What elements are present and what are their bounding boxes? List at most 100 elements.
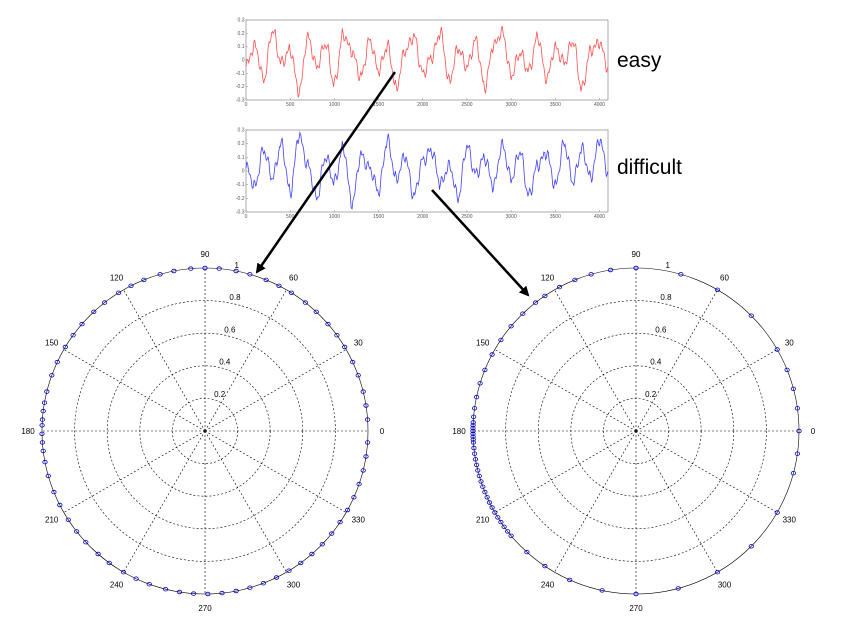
phase-data-point: [633, 265, 639, 271]
phase-data-point: [102, 300, 108, 305]
phase-data-point: [480, 484, 486, 489]
phase-data-point: [471, 445, 477, 451]
phase-data-point: [748, 544, 754, 549]
phase-data-point: [470, 426, 476, 431]
x-tick-label: 1000: [329, 102, 340, 108]
angle-tick-label: 330: [783, 516, 797, 525]
phase-data-point: [796, 428, 802, 434]
angle-tick-label: 90: [201, 250, 210, 259]
phase-data-point: [44, 389, 50, 394]
phase-data-point: [319, 542, 325, 547]
phase-data-point: [65, 517, 71, 522]
phase-data-point: [188, 266, 194, 271]
angle-tick-label: 300: [718, 580, 732, 589]
radial-grid-ring: [472, 267, 800, 595]
phase-data-point: [39, 423, 45, 428]
y-tick-label: -0.2: [236, 84, 245, 90]
angle-tick-label: 270: [629, 604, 643, 613]
radius-tick-label: 0.2: [645, 390, 657, 399]
phase-data-point: [784, 367, 790, 373]
angle-tick-label: 30: [354, 339, 363, 348]
angle-tick-label: 60: [720, 274, 729, 283]
phase-data-point: [498, 519, 504, 525]
phase-data-point: [532, 300, 539, 305]
phase-data-point: [774, 347, 780, 352]
radius-tick-label: 0.8: [660, 293, 672, 302]
phase-data-point: [470, 428, 476, 434]
phase-data-point: [344, 507, 351, 513]
radial-grid-ring: [74, 300, 336, 562]
phase-data-point: [273, 575, 280, 580]
phase-data-point: [774, 510, 780, 515]
phase-data-point: [106, 560, 112, 566]
phase-data-point: [83, 540, 89, 545]
angle-tick-label: 300: [287, 580, 301, 589]
y-tick-label: 0: [242, 169, 245, 175]
angular-grid-spoke: [204, 430, 347, 513]
waveform-trace: [245, 131, 609, 210]
phase-data-point: [790, 471, 797, 476]
phase-data-point: [41, 400, 48, 405]
angle-tick-label: 120: [541, 274, 555, 283]
angular-grid-spoke: [635, 430, 778, 513]
phase-data-point: [363, 454, 369, 459]
phase-data-point: [489, 505, 495, 510]
angular-grid-spoke: [63, 430, 206, 513]
easy-polar-plot: 0 30 60 90 120 150 180 210 240 270 300 330 0.2 0.4 0.6…: [21, 250, 384, 613]
phase-data-point: [298, 560, 304, 566]
y-tick-label: -0.1: [236, 182, 245, 188]
angular-grid-spoke: [635, 430, 718, 573]
phase-data-point: [171, 268, 177, 274]
phase-data-point: [355, 373, 361, 378]
easy-waveform-chart: 0 500 1000 1500 2000 2500 3000 3500 4000 0.3 0.2 0.…: [236, 18, 609, 108]
phase-data-point: [276, 283, 282, 288]
y-tick-label: 0.3: [238, 128, 245, 134]
phase-data-point: [233, 588, 239, 594]
angular-grid-spoke: [494, 349, 637, 432]
angle-tick-label: 60: [289, 274, 298, 283]
phase-data-point: [542, 293, 548, 299]
phase-data-point: [588, 272, 594, 277]
phase-data-point: [51, 489, 57, 495]
angle-tick-label: 90: [632, 250, 641, 259]
phase-data-point: [470, 420, 476, 425]
angle-tick-label: 210: [45, 516, 59, 525]
y-tick-label: 0: [242, 58, 245, 64]
phase-data-point: [356, 481, 362, 487]
y-tick-label: -0.2: [236, 196, 245, 202]
phase-data-point: [486, 500, 493, 505]
difficult-to-polar-arrow: [431, 189, 530, 297]
radius-tick-label: 1: [235, 261, 240, 270]
phase-data-point: [476, 473, 482, 479]
phase-data-point: [39, 431, 45, 436]
phase-data-point: [39, 440, 46, 445]
phase-data-point: [350, 359, 356, 365]
x-tick-label: 0: [245, 102, 248, 108]
x-tick-label: 2500: [461, 214, 472, 220]
phase-data-point: [542, 563, 548, 569]
phase-data-point: [260, 581, 266, 586]
phase-data-point: [714, 570, 721, 575]
phase-data-point: [191, 591, 197, 596]
phase-data-point: [508, 324, 514, 329]
phase-data-point: [482, 489, 488, 495]
angle-tick-label: 150: [45, 339, 59, 348]
y-tick-label: 0.2: [238, 141, 245, 147]
phase-data-point: [42, 459, 48, 465]
difficult-label: difficult: [617, 156, 682, 179]
x-tick-label: 2000: [417, 102, 428, 108]
phase-data-point: [325, 321, 331, 327]
phase-data-point: [141, 277, 147, 283]
phase-data-point: [360, 389, 366, 394]
phase-data-point: [472, 457, 479, 462]
angular-grid-spoke: [63, 349, 206, 432]
phase-data-point: [39, 417, 46, 422]
x-tick-label: 3000: [506, 214, 517, 220]
angular-grid-spoke: [494, 430, 637, 513]
radius-tick-label: 0.6: [655, 325, 667, 334]
difficult-polar-plot: 0 30 60 90 120 150 180 210 240 270 300 330 0.2 0.4 0.6…: [452, 250, 815, 613]
radius-tick-label: 1: [666, 261, 671, 270]
radius-tick-label: 0.4: [650, 358, 662, 367]
x-tick-label: 3500: [550, 102, 561, 108]
phase-data-point: [498, 337, 504, 343]
